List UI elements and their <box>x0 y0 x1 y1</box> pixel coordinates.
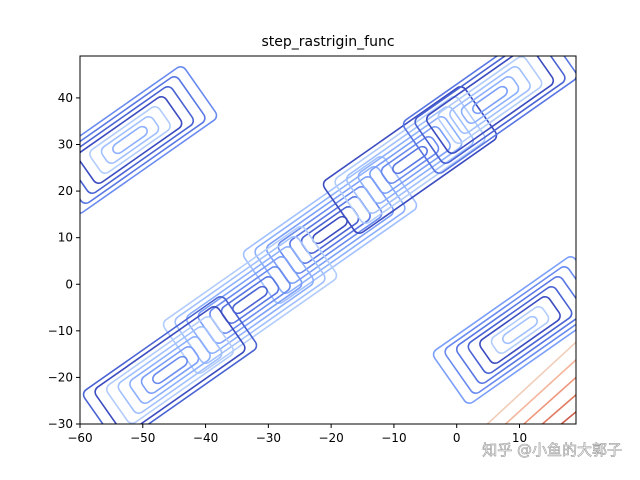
contour-line <box>129 335 211 405</box>
y-tick-label: 40 <box>58 91 73 105</box>
contour-line <box>112 125 148 155</box>
contour-line <box>357 116 463 204</box>
contour-line <box>80 96 183 184</box>
y-tick-label: 10 <box>58 231 73 245</box>
y-tick-label: −10 <box>48 324 73 338</box>
contour-line <box>117 326 223 414</box>
contour-line <box>392 145 428 175</box>
y-tick-label: 30 <box>58 138 73 152</box>
contour-line <box>486 341 576 424</box>
contour-line <box>522 376 576 424</box>
contour-line <box>105 316 235 424</box>
x-tick-label: −10 <box>381 431 406 445</box>
contour-line <box>437 56 543 144</box>
y-tick-label: 20 <box>58 184 73 198</box>
contour-line <box>504 358 576 424</box>
x-tick-label: 0 <box>453 431 461 445</box>
contour-line <box>472 85 508 115</box>
contour-line <box>541 393 576 424</box>
contour-line <box>197 256 303 344</box>
y-tick-label: 0 <box>65 277 73 291</box>
contour-line <box>209 265 291 335</box>
y-tick-label: −30 <box>48 417 73 431</box>
contour-line <box>502 315 538 345</box>
watermark: 知乎 @小鱼的大郭子 <box>482 441 622 459</box>
contour-line <box>449 65 531 135</box>
contour-line <box>82 296 258 424</box>
contour-line <box>100 115 160 165</box>
contour-line <box>94 306 246 424</box>
contour-line <box>334 96 486 224</box>
contour-line <box>80 66 218 214</box>
x-tick-label: −30 <box>256 431 281 445</box>
contour-line <box>425 56 555 154</box>
plot-frame <box>79 55 577 425</box>
contour-line <box>152 355 188 385</box>
contour-line <box>455 276 576 384</box>
contour-line <box>467 286 573 374</box>
contour-line <box>414 56 566 164</box>
contour-line <box>254 166 406 294</box>
x-tick-label: −40 <box>193 431 218 445</box>
y-tick-label: −20 <box>48 370 73 384</box>
contour-line <box>402 56 576 174</box>
chart-title: step_rastrigin_func <box>261 34 394 50</box>
contour-line <box>479 295 561 365</box>
contour-line <box>432 256 576 404</box>
contour-lines <box>80 56 600 440</box>
contour-line <box>490 305 550 355</box>
x-tick-label: −20 <box>318 431 343 445</box>
contour-line <box>162 226 338 374</box>
contour-line <box>80 76 206 204</box>
contour-line <box>289 195 371 265</box>
contour-line <box>140 345 200 395</box>
x-tick-label: 10 <box>512 431 527 445</box>
x-tick-label: −50 <box>130 431 155 445</box>
contour-line <box>444 266 576 394</box>
contour-line <box>380 135 440 185</box>
contour-line <box>460 75 520 125</box>
contour-line <box>560 410 576 424</box>
x-tick-label: −60 <box>67 431 92 445</box>
contour-line <box>345 106 475 214</box>
contour-line <box>174 236 326 364</box>
contour-line <box>80 86 195 194</box>
contour-line <box>242 156 418 304</box>
contour-line <box>277 186 383 274</box>
contour-line <box>560 410 600 440</box>
contour-line <box>322 86 498 234</box>
contour-line <box>369 125 451 195</box>
contour-line <box>89 105 171 175</box>
